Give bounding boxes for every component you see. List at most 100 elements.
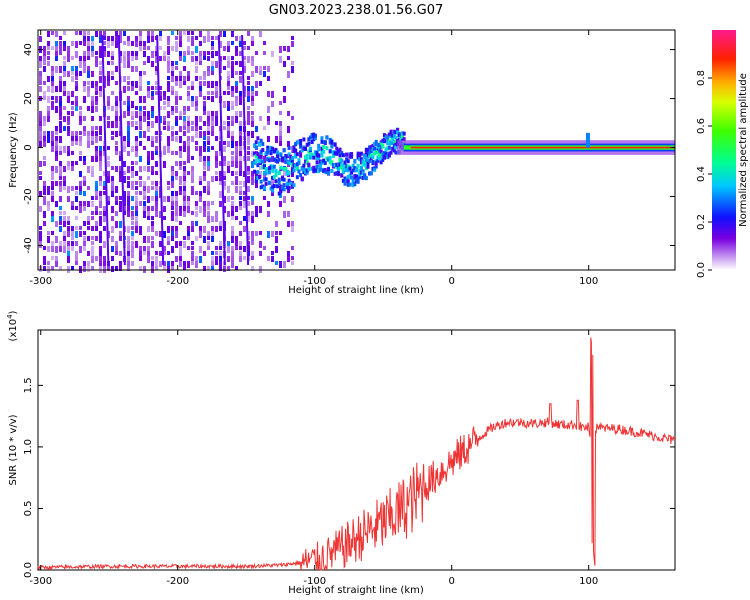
spectrogram-cell: [83, 231, 86, 235]
spectrogram-cell: [167, 261, 170, 267]
spectrogram-cell: [235, 181, 238, 185]
spectrogram-cell: [171, 86, 174, 91]
spectrogram-cell: [343, 160, 347, 165]
spectrogram-cell: [259, 185, 263, 190]
spectrogram-cell: [79, 116, 82, 122]
spectrogram-cell: [95, 236, 98, 241]
spectrogram-cell: [171, 31, 174, 35]
spectrogram-cell: [91, 101, 94, 106]
spectrogram-cell: [91, 246, 94, 252]
spectrogram-cell: [263, 246, 266, 250]
spectrogram-cell: [143, 96, 146, 103]
spectrogram-cell: [43, 61, 46, 65]
spectrogram-cell: [353, 166, 357, 171]
spectrogram-cell: [203, 71, 206, 77]
spectrogram-cell: [223, 101, 226, 108]
spectrogram-cell: [354, 168, 358, 173]
spectrogram-cell: [304, 169, 308, 174]
spectrogram-cell: [308, 146, 312, 151]
spectrogram-cell: [351, 163, 355, 168]
spectrogram-cell: [327, 157, 331, 162]
spectrogram-cell: [323, 161, 327, 166]
spectrogram-cell: [211, 61, 214, 68]
spectrogram-cell: [271, 91, 274, 98]
spectrogram-cell: [91, 116, 94, 121]
spectrogram-cell: [183, 66, 186, 71]
snr-x-tick-label: 100: [579, 576, 598, 587]
spectrogram-cell: [183, 186, 186, 193]
spectrogram-cell: [75, 196, 78, 202]
spectrogram-cell: [379, 142, 383, 147]
spectrogram-cell: [251, 151, 254, 157]
spectrogram-cell: [313, 167, 317, 172]
spectrogram-cell: [227, 81, 230, 88]
spectrogram-cell: [219, 146, 222, 151]
spectrogram-cell: [175, 176, 178, 180]
spectrogram-cell: [219, 31, 222, 37]
spectrogram-cell: [358, 152, 362, 157]
spectrogram-cell: [371, 166, 375, 171]
spectrogram-cell: [43, 121, 46, 126]
spectrogram-cell: [203, 111, 206, 115]
spectrogram-cell: [279, 126, 282, 132]
spectrogram-cell: [95, 151, 98, 158]
spectrogram-cell: [317, 147, 321, 152]
spectrogram-cell: [55, 51, 58, 57]
spectrogram-cell: [51, 106, 54, 110]
spectrogram-cell: [95, 126, 98, 130]
spectrogram-cell: [175, 216, 178, 222]
spectrogram-cell: [231, 196, 234, 200]
spectrogram-cell: [43, 56, 46, 61]
spectrogram-cell: [199, 156, 202, 162]
spectrogram-cell: [135, 91, 138, 95]
spectrogram-cell: [59, 226, 62, 232]
spectrogram-cell: [239, 51, 242, 56]
spectrogram-cell: [191, 121, 194, 125]
spectrogram-cell: [79, 61, 82, 68]
spectrogram-cell: [107, 116, 110, 120]
spectrogram-cell: [135, 161, 138, 165]
spectrogram-cell: [127, 86, 130, 91]
spectrogram-cell: [99, 126, 102, 132]
spectrogram-cell: [191, 256, 194, 263]
spectrogram-cell: [155, 86, 158, 90]
spectrogram-cell: [139, 116, 142, 123]
snr-y-multiplier-base: (x10: [8, 319, 19, 342]
spectrogram-cell: [43, 136, 46, 143]
spectrogram-cell: [328, 155, 332, 160]
spectrogram-cell: [83, 31, 86, 38]
spectrogram-cell: [103, 206, 106, 213]
spectrogram-cell: [231, 41, 234, 45]
spectrogram-cell: [203, 201, 206, 206]
spectrogram-cell: [115, 66, 118, 72]
spectrogram-cell: [67, 166, 70, 170]
spectrogram-cell: [211, 126, 214, 132]
spectrogram-cell: [39, 176, 42, 180]
spectrogram-cell: [223, 171, 226, 178]
spectrogram-cell: [207, 71, 210, 76]
spectrogram-x-label: Height of straight line (km): [288, 285, 424, 296]
spectrogram-cell: [179, 191, 182, 195]
spectrogram-cell: [253, 169, 257, 174]
spectrogram-cell: [83, 126, 86, 132]
spectrogram-cell: [291, 66, 294, 73]
spectrogram-cell: [247, 116, 250, 123]
spectrogram-cell: [99, 91, 102, 97]
spectrogram-cell: [147, 56, 150, 63]
spectrogram-cell: [235, 186, 238, 193]
spectrogram-cell: [251, 211, 254, 218]
spectrogram-cell: [199, 226, 202, 233]
spectrogram-cell: [340, 165, 344, 170]
spectrogram-cell: [211, 51, 214, 58]
spectrogram-cell: [239, 241, 242, 248]
spectrogram-cell: [47, 201, 50, 206]
spectrogram-cell: [317, 169, 321, 174]
spectrogram-cell: [359, 151, 363, 156]
spectrogram-cell: [312, 133, 316, 138]
spectrogram-cell: [364, 150, 368, 155]
spectrogram-cell: [397, 133, 401, 138]
spectrogram-cell: [354, 177, 358, 182]
spectrogram-cell: [171, 46, 174, 51]
spectrogram-cell: [207, 96, 210, 100]
spectrogram-cell: [167, 61, 170, 67]
